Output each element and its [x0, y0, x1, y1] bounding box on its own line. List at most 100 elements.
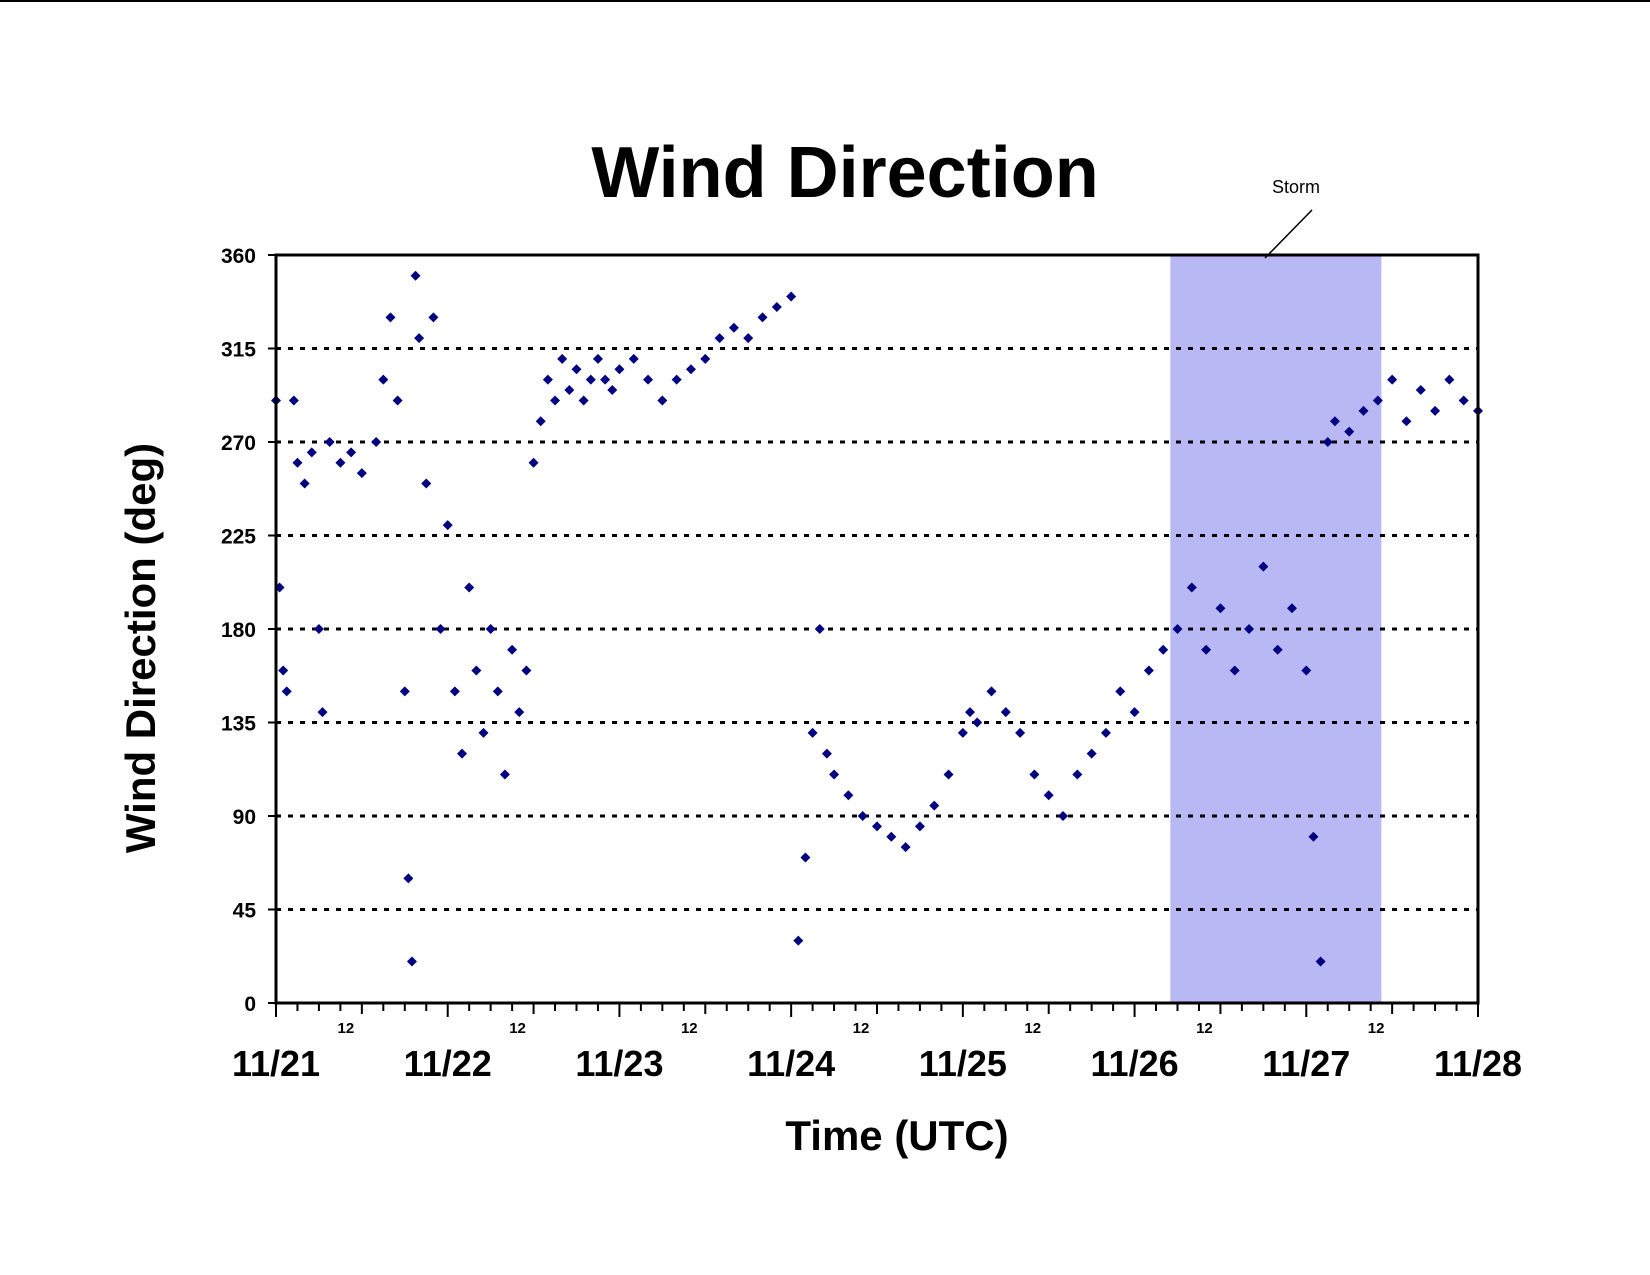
data-point — [442, 520, 453, 531]
data-point — [492, 686, 503, 697]
data-point — [457, 748, 468, 759]
data-point — [786, 291, 797, 302]
data-point — [1043, 790, 1054, 801]
data-point — [1286, 603, 1297, 614]
data-point — [1444, 374, 1455, 385]
data-point — [281, 686, 292, 697]
data-point — [564, 385, 575, 396]
data-point — [485, 624, 496, 634]
x-major-tick-label: 11/22 — [404, 1043, 492, 1084]
data-point — [392, 395, 403, 406]
data-point — [757, 312, 768, 323]
data-point — [535, 416, 546, 427]
data-point — [1401, 416, 1412, 427]
data-point — [1244, 624, 1255, 634]
data-point — [346, 447, 357, 458]
data-point — [317, 707, 328, 718]
data-point — [714, 333, 725, 344]
data-point — [793, 935, 804, 946]
y-tick-label: 90 — [233, 806, 256, 829]
data-point — [421, 478, 432, 489]
x-minor-tick-label: 12 — [338, 1020, 355, 1037]
data-point — [1215, 603, 1226, 614]
data-point — [1029, 769, 1040, 780]
data-point — [299, 478, 310, 489]
x-major-tick-label: 11/28 — [1434, 1043, 1522, 1084]
data-point — [965, 707, 976, 718]
data-point — [1329, 416, 1340, 427]
data-point — [1358, 405, 1369, 416]
data-point — [1415, 385, 1426, 396]
data-point — [1143, 665, 1154, 676]
data-point — [1315, 956, 1326, 967]
data-point — [821, 748, 832, 759]
data-point — [313, 624, 324, 634]
storm-annotation-label: Storm — [1272, 177, 1320, 197]
data-point — [306, 447, 317, 458]
x-major-tick-label: 11/25 — [919, 1043, 1007, 1084]
data-point — [900, 842, 911, 853]
x-major-tick-label: 11/26 — [1091, 1043, 1179, 1084]
y-tick-label: 45 — [233, 900, 257, 923]
data-point — [399, 686, 410, 697]
data-point — [557, 353, 568, 364]
data-point — [1229, 665, 1240, 676]
data-point — [771, 301, 782, 312]
data-point — [628, 353, 639, 364]
x-major-tick-label: 11/27 — [1262, 1043, 1350, 1084]
data-point — [743, 333, 754, 344]
data-point — [1201, 644, 1212, 655]
data-point — [957, 727, 968, 738]
data-point — [657, 395, 668, 406]
data-point — [843, 790, 854, 801]
y-tick-label: 315 — [221, 339, 256, 362]
y-axis: 0 45 90 135 180 225 270 315 360 — [221, 245, 276, 1016]
data-point — [435, 624, 446, 634]
data-point — [335, 457, 346, 468]
data-point — [378, 374, 389, 385]
x-major-tick-label: 11/24 — [747, 1043, 835, 1084]
data-point — [886, 831, 897, 842]
data-point — [1372, 395, 1383, 406]
x-minor-tick-label: 12 — [681, 1020, 698, 1037]
data-point — [571, 364, 582, 375]
data-point — [1186, 582, 1197, 593]
data-point — [1458, 395, 1469, 406]
data-point — [1301, 665, 1312, 676]
x-minor-tick-label: 12 — [853, 1020, 870, 1037]
x-minor-tick-label: 12 — [1368, 1020, 1385, 1037]
data-point — [600, 374, 611, 385]
data-point — [528, 457, 539, 468]
x-minor-tick-label: 12 — [1024, 1020, 1041, 1037]
top-border-line — [0, 0, 1650, 2]
x-minor-tick-label: 12 — [1196, 1020, 1213, 1037]
data-point — [1344, 426, 1355, 437]
data-point — [685, 364, 696, 375]
data-point — [929, 800, 940, 811]
data-point — [1086, 748, 1097, 759]
data-point — [324, 437, 335, 447]
data-point — [464, 582, 475, 593]
data-point — [1058, 811, 1069, 821]
data-point — [1387, 374, 1398, 385]
chart-title: Wind Direction — [591, 133, 1098, 213]
data-point — [478, 727, 489, 738]
data-point — [592, 353, 603, 364]
data-point — [943, 769, 954, 780]
data-point — [972, 717, 983, 728]
data-point — [578, 395, 589, 406]
data-point — [614, 364, 625, 375]
y-tick-label: 180 — [221, 619, 256, 642]
data-point — [814, 624, 825, 634]
data-point — [471, 665, 482, 676]
gridlines — [276, 347, 1478, 911]
data-point — [550, 395, 561, 406]
y-tick-label: 270 — [221, 432, 256, 455]
data-point — [514, 707, 525, 718]
x-minor-tick-label: 12 — [509, 1020, 526, 1037]
data-point — [986, 686, 997, 697]
data-point — [1322, 437, 1333, 447]
data-point — [507, 644, 518, 655]
data-point — [428, 312, 439, 323]
data-point — [371, 437, 382, 447]
